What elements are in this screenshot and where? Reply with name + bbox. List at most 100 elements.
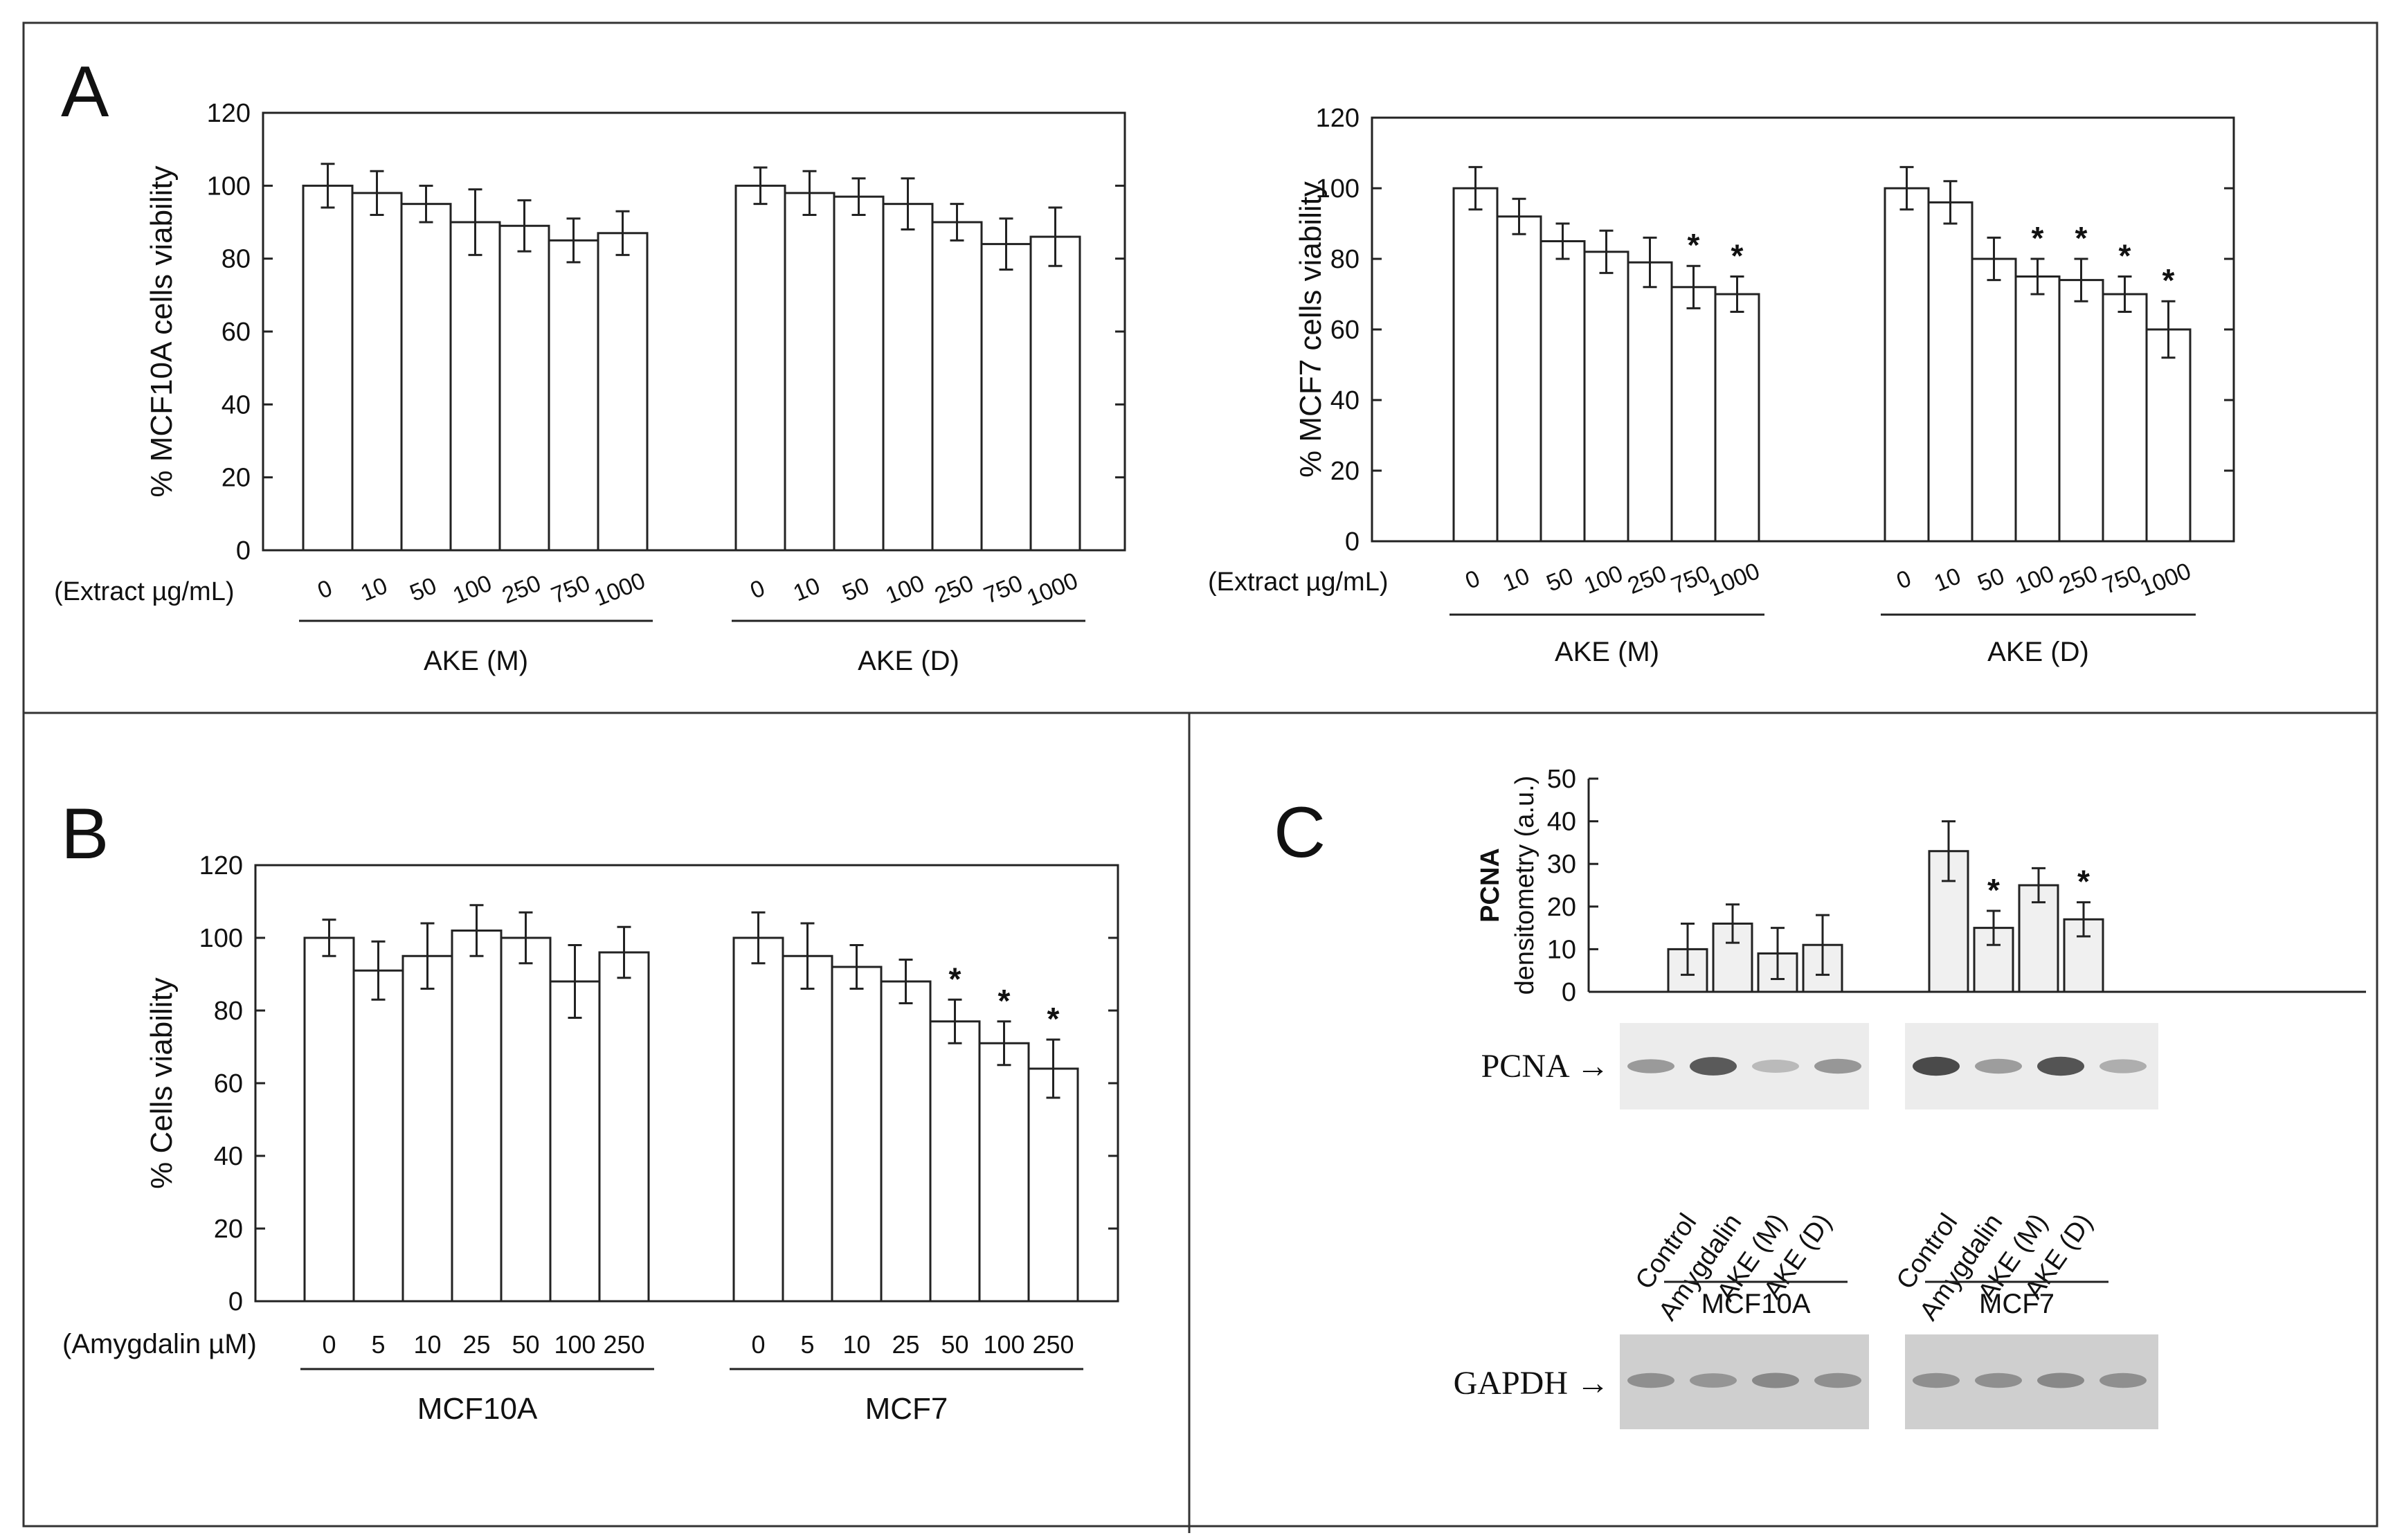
y-tick-label: 100 [199, 924, 243, 953]
bar [882, 203, 934, 552]
bar [784, 192, 836, 552]
bar [400, 203, 452, 552]
x-category-label: 0 [322, 1330, 336, 1359]
y-tick-label: 20 [214, 1215, 243, 1244]
bar [980, 243, 1032, 552]
x-category-label: 50 [941, 1330, 968, 1359]
x-category-label: 250 [498, 570, 545, 609]
y-tick-label: 10 [1547, 935, 1576, 964]
group-label: MCF7 [865, 1392, 948, 1426]
bar [782, 954, 833, 1303]
x-category-label: 50 [406, 572, 440, 606]
bar [2014, 275, 2061, 543]
y-tick-label: 80 [1330, 245, 1360, 274]
y-axis-label: densitometry (a.u.) [1510, 776, 1539, 995]
x-category-label: 10 [842, 1330, 870, 1359]
x-axis-prefix: (Amygdalin µM) [62, 1329, 257, 1359]
x-category-label: 250 [603, 1330, 644, 1359]
bar [1452, 187, 1499, 543]
bar [1884, 187, 1930, 543]
y-tick-label: 40 [1547, 808, 1576, 837]
bar [1539, 240, 1586, 543]
y-tick-label: 80 [214, 997, 243, 1026]
bar [1496, 215, 1542, 543]
y-tick-label: 60 [222, 318, 251, 347]
x-category-label: 750 [548, 570, 594, 609]
pcna-band [1627, 1059, 1674, 1074]
y-axis-label: % MCF7 cells viability [1294, 181, 1328, 478]
bar [2102, 293, 2148, 543]
bar [352, 969, 404, 1303]
y-tick-label: 40 [214, 1142, 243, 1171]
x-category-label: 750 [980, 570, 1027, 609]
panel-letter-a: A [61, 52, 109, 132]
bar [451, 930, 503, 1303]
gapdh-band [2099, 1373, 2147, 1388]
gapdh-band [1975, 1373, 2022, 1388]
x-category-label: 10 [413, 1330, 441, 1359]
group-label: MCF7 [1979, 1289, 2055, 1319]
x-category-label: 1000 [1023, 568, 1081, 612]
bar [1627, 261, 1673, 543]
bar [1029, 235, 1081, 552]
x-category-label: 1000 [590, 568, 649, 612]
y-tick-label: 0 [1562, 978, 1576, 1007]
gapdh-band [1913, 1373, 1960, 1388]
y-tick-label: 100 [207, 172, 251, 201]
y-tick-label: 20 [1547, 893, 1576, 922]
group-label: MCF10A [1701, 1289, 1811, 1319]
y-tick-label: 0 [236, 536, 251, 565]
bar [302, 184, 354, 552]
y-tick-label: 30 [1547, 850, 1576, 879]
y-axis-label: % Cells viability [145, 977, 179, 1189]
significance-star: * [1688, 227, 1700, 263]
pcna-band [1975, 1058, 2022, 1074]
x-category-label: 10 [790, 572, 824, 606]
bar [734, 184, 786, 552]
y-tick-label: 40 [1330, 386, 1360, 415]
x-category-label: 0 [314, 575, 336, 604]
x-category-label: 100 [554, 1330, 595, 1359]
figure-border [22, 21, 2378, 1528]
gapdh-band [1690, 1373, 1737, 1388]
y-tick-label: 80 [222, 245, 251, 274]
bar [500, 936, 552, 1303]
x-category-label: 50 [839, 572, 873, 606]
y-axis-label-bold: PCNA [1476, 848, 1505, 923]
y-axis-label: % MCF10A cells viability [145, 165, 179, 497]
gapdh-band [1814, 1373, 1861, 1388]
western-blots: PCNA → GAPDH → [1454, 1023, 2158, 1429]
pcna-band [2099, 1059, 2147, 1074]
x-category-label: 0 [746, 575, 768, 604]
y-tick-label: 0 [1345, 527, 1360, 556]
x-category-label: 1000 [1705, 558, 1763, 602]
y-tick-label: 0 [228, 1287, 243, 1316]
y-tick-label: 120 [199, 851, 243, 880]
x-category-label: 100 [882, 570, 928, 609]
x-category-label: 50 [1974, 563, 2008, 597]
x-axis-prefix: (Extract µg/mL) [54, 577, 235, 606]
y-tick-label: 50 [1547, 765, 1576, 794]
bar [929, 1020, 981, 1303]
significance-star: * [1987, 872, 2000, 908]
significance-star: * [949, 961, 961, 997]
x-category-label: 0 [1893, 565, 1915, 595]
bar [1714, 293, 1760, 543]
x-category-label: 25 [892, 1330, 919, 1359]
y-tick-label: 40 [222, 390, 251, 419]
significance-star: * [1731, 238, 1744, 274]
panel-letter-c: C [1274, 792, 1326, 873]
y-tick-label: 20 [1330, 457, 1360, 486]
significance-star: * [2119, 238, 2131, 274]
bar [833, 195, 885, 552]
bar [1583, 251, 1629, 543]
x-category-label: 250 [1032, 1330, 1074, 1359]
bar [931, 221, 983, 552]
pcna-band [1814, 1058, 1861, 1074]
gapdh-blot-label: GAPDH → [1454, 1365, 1609, 1402]
pcna-band [1690, 1057, 1737, 1076]
x-category-label: 5 [371, 1330, 385, 1359]
